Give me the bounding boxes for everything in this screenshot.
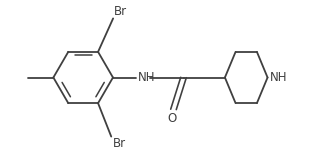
Text: Br: Br bbox=[113, 137, 126, 150]
Text: NH: NH bbox=[137, 71, 155, 84]
Text: NH: NH bbox=[269, 71, 287, 84]
Text: Br: Br bbox=[114, 5, 127, 18]
Text: O: O bbox=[168, 112, 177, 125]
